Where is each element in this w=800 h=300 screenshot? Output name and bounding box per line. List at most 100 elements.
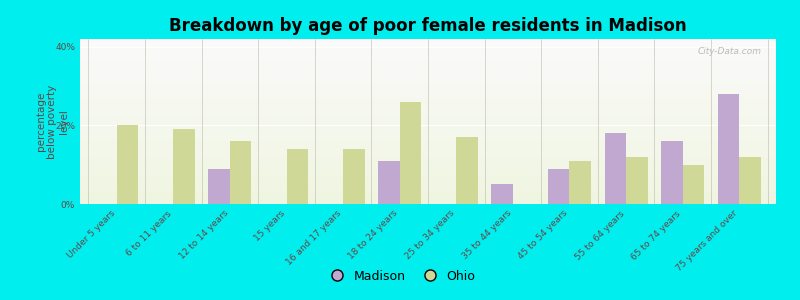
Bar [80, 85, 776, 87]
Legend: Madison, Ohio: Madison, Ohio [319, 265, 481, 288]
Bar [80, 146, 776, 148]
Bar [80, 172, 776, 174]
Bar [80, 178, 776, 179]
Bar [80, 191, 776, 193]
Bar [80, 135, 776, 136]
Bar [80, 106, 776, 108]
Bar [80, 149, 776, 151]
Bar [80, 120, 776, 122]
Bar [80, 201, 776, 202]
Bar [80, 46, 776, 47]
Bar [80, 143, 776, 145]
Bar [80, 65, 776, 67]
Bar [80, 54, 776, 56]
Bar [230, 141, 251, 204]
Bar [80, 105, 776, 106]
Bar [491, 184, 513, 204]
Bar [80, 182, 776, 184]
Bar [117, 125, 138, 204]
Bar [80, 161, 776, 163]
Bar [80, 159, 776, 161]
Bar [80, 158, 776, 159]
Bar [80, 153, 776, 154]
Bar [739, 157, 761, 204]
Bar [80, 128, 776, 130]
Bar [80, 82, 776, 83]
Bar [80, 171, 776, 172]
Bar [80, 179, 776, 181]
Bar [80, 77, 776, 79]
Bar [80, 108, 776, 110]
Bar [80, 67, 776, 69]
Bar [80, 98, 776, 100]
Bar [80, 154, 776, 156]
Bar [80, 50, 776, 52]
Bar [80, 64, 776, 65]
Bar [682, 165, 704, 204]
Bar [80, 95, 776, 97]
Bar [80, 163, 776, 164]
Bar [80, 70, 776, 72]
Bar [80, 97, 776, 98]
Bar [80, 74, 776, 75]
Bar [80, 125, 776, 126]
Bar [80, 164, 776, 166]
Bar [80, 123, 776, 125]
Bar [80, 156, 776, 158]
Bar [80, 118, 776, 120]
Bar [80, 56, 776, 57]
Bar [80, 202, 776, 204]
Bar [605, 133, 626, 204]
Bar [378, 161, 400, 204]
Bar [80, 148, 776, 149]
Bar [80, 136, 776, 138]
Bar [80, 57, 776, 59]
Bar [80, 80, 776, 82]
Bar [626, 157, 647, 204]
Bar [80, 140, 776, 141]
Bar [80, 113, 776, 115]
Bar [80, 40, 776, 42]
Bar [80, 87, 776, 88]
Bar [80, 75, 776, 77]
Bar [80, 93, 776, 95]
Bar [80, 133, 776, 135]
Bar [80, 138, 776, 140]
Bar [80, 141, 776, 143]
Bar [80, 174, 776, 176]
Bar [80, 199, 776, 201]
Bar [80, 116, 776, 118]
Bar [570, 161, 591, 204]
Bar [80, 169, 776, 171]
Bar [174, 129, 195, 204]
Bar [661, 141, 682, 204]
Bar [80, 145, 776, 146]
Bar [80, 126, 776, 128]
Bar [80, 189, 776, 191]
Bar [718, 94, 739, 204]
Bar [286, 149, 308, 204]
Bar [80, 131, 776, 133]
Bar [80, 184, 776, 186]
Bar [80, 47, 776, 49]
Bar [80, 100, 776, 102]
Bar [80, 122, 776, 123]
Bar [80, 110, 776, 112]
Bar [456, 137, 478, 204]
Bar [80, 90, 776, 92]
Text: City-Data.com: City-Data.com [698, 47, 762, 56]
Bar [80, 194, 776, 196]
Bar [209, 169, 230, 204]
Bar [80, 188, 776, 189]
Bar [80, 166, 776, 168]
Bar [80, 60, 776, 62]
Bar [80, 83, 776, 85]
Bar [80, 102, 776, 103]
Bar [80, 59, 776, 60]
Y-axis label: percentage
below poverty
level: percentage below poverty level [36, 84, 69, 159]
Bar [80, 103, 776, 105]
Bar [80, 49, 776, 50]
Bar [80, 92, 776, 93]
Bar [80, 69, 776, 70]
Bar [80, 115, 776, 116]
